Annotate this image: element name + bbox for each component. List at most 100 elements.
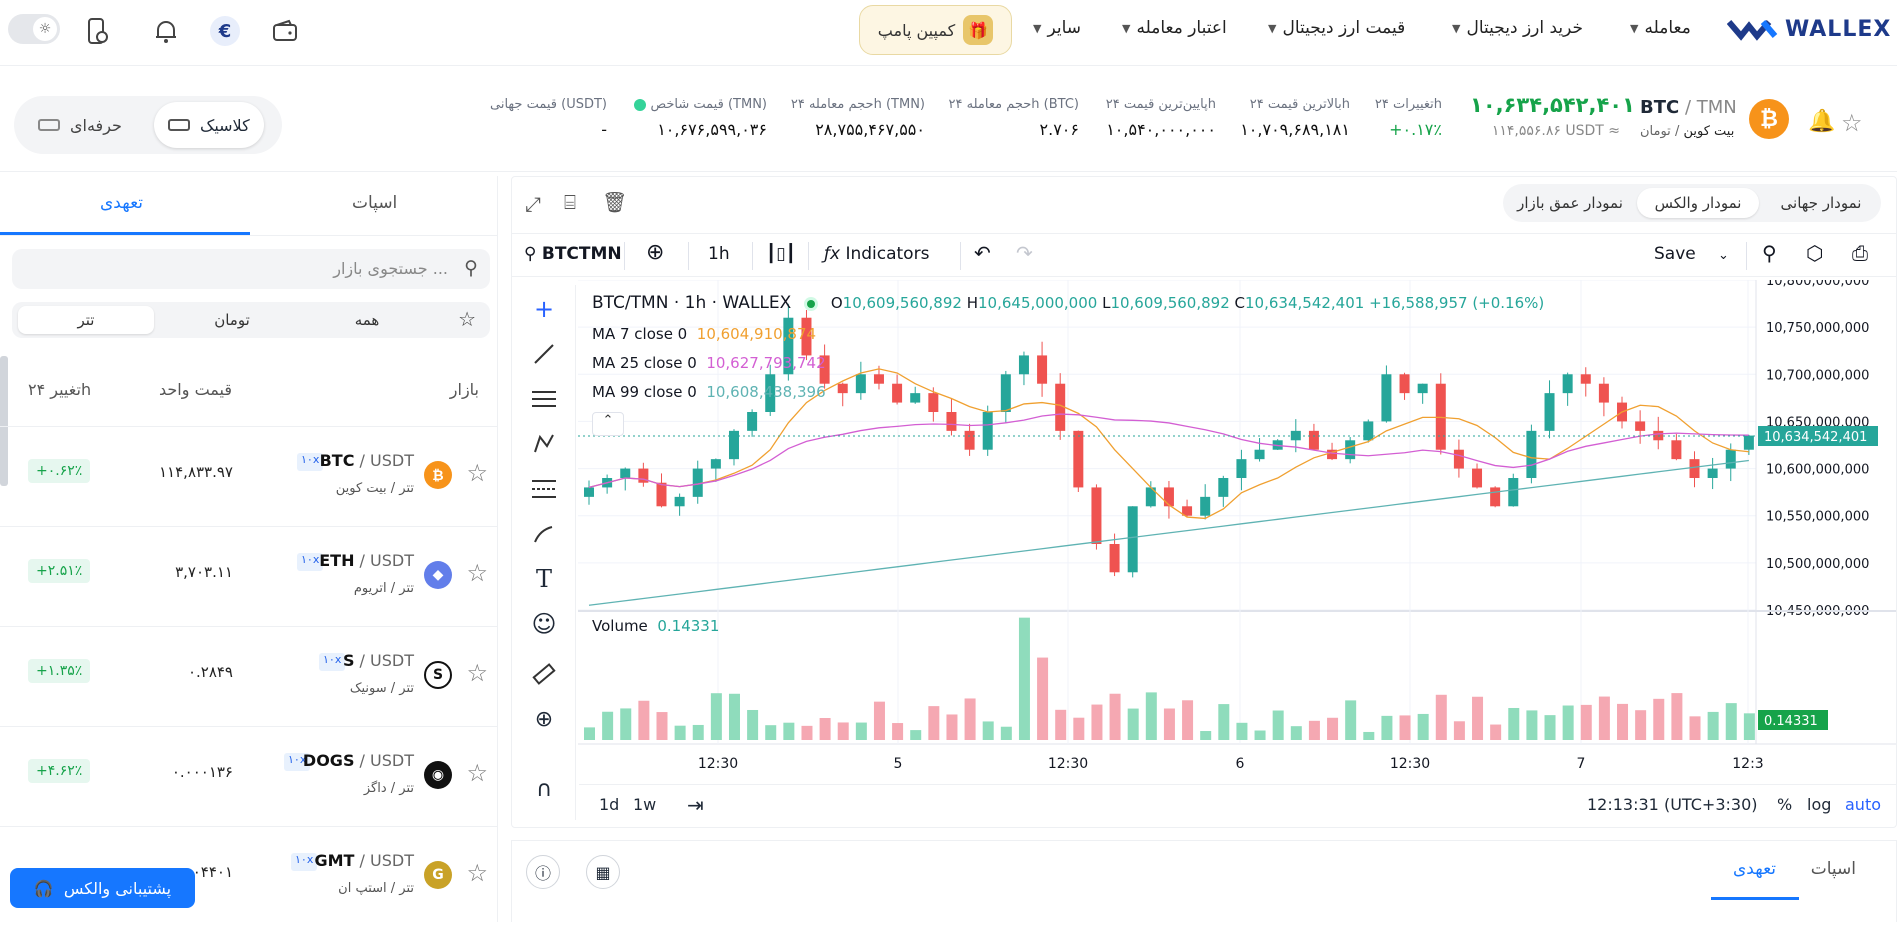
star-icon[interactable]: ☆ <box>1841 109 1863 137</box>
tab-margin[interactable]: تعهدی <box>100 193 143 213</box>
volume-bar <box>1037 657 1049 740</box>
compare-plus-icon[interactable]: ⊕ <box>646 240 665 265</box>
log-scale[interactable]: log <box>1807 795 1832 814</box>
trendline-icon[interactable] <box>528 338 560 370</box>
star-icon[interactable]: ☆ <box>466 459 488 487</box>
change-badge: +۱.۳۵٪ <box>28 659 91 683</box>
camera-icon[interactable]: ⎙ <box>1852 241 1868 265</box>
volume-bar <box>1435 694 1447 740</box>
volume-bar <box>1182 700 1194 740</box>
nav-buy-crypto[interactable]: ▼ خرید ارز دیجیتال <box>1452 18 1583 38</box>
market-search-input[interactable]: ⚲ جستجوی بازار ... <box>12 249 490 289</box>
row-symbol: GMT / USDT <box>314 851 415 870</box>
stat-value: ۱۰,۵۴۰,۰۰۰,۰۰۰ <box>1106 120 1216 139</box>
header-price[interactable]: قیمت واحد <box>159 380 232 399</box>
nav-other[interactable]: ▼ سایر <box>1033 18 1081 38</box>
tab-spot[interactable]: اسپات <box>352 193 398 213</box>
emoji-icon[interactable]: ☺ <box>531 610 557 638</box>
star-icon[interactable]: ☆ <box>466 659 488 687</box>
change-badge: +۲.۵۱٪ <box>28 559 91 583</box>
interval-button[interactable]: 1h <box>708 244 730 264</box>
ma25-line <box>588 413 1749 489</box>
auto-scale[interactable]: auto <box>1845 795 1882 814</box>
list-scrollbar[interactable] <box>0 356 8 486</box>
currency-toggle-icon[interactable]: € <box>208 14 242 48</box>
ma99-label: MA 99 close 0 <box>592 383 697 401</box>
star-icon[interactable]: ☆ <box>466 859 488 887</box>
crosshair-icon[interactable]: + <box>533 295 555 323</box>
classic-layout-icon <box>168 119 190 131</box>
quick-search-icon[interactable]: ⚲ <box>1762 241 1777 265</box>
bottom-tab-margin[interactable]: تعهدی <box>1733 859 1776 879</box>
magnet-icon[interactable]: ∩ <box>535 776 553 802</box>
stat-volume-btc: حجم معامله ۲۴h (BTC) ۲.۷۰۶ <box>949 97 1079 139</box>
info-icon[interactable]: ⓘ <box>526 855 560 889</box>
symbol-search[interactable]: ⚲ BTCTMN <box>524 244 622 264</box>
pattern-icon[interactable] <box>528 428 560 460</box>
volume-bar <box>1109 693 1121 740</box>
undo-icon[interactable]: ↶ <box>974 241 991 265</box>
price-alert-icon[interactable]: 🔔 <box>1808 109 1836 134</box>
screenshot-settings-icon[interactable]: ⌸ <box>564 190 576 214</box>
nav-trade[interactable]: ▼ معامله <box>1630 18 1691 38</box>
stat-label: حجم معامله ۲۴h (BTC) <box>948 97 1079 112</box>
save-button[interactable]: Save <box>1654 244 1696 264</box>
brush-icon[interactable] <box>528 518 560 550</box>
nav-trade-credit[interactable]: ▼ اعتبار معامله <box>1122 18 1227 38</box>
theme-toggle[interactable]: ☼ <box>8 14 60 44</box>
zoom-in-icon[interactable]: ⊕ <box>534 706 554 732</box>
filter-toman[interactable]: تومان <box>214 311 250 329</box>
filter-all[interactable]: همه <box>354 311 380 329</box>
stat-value: ۱۰,۶۷۶,۵۹۹,۰۳۶ <box>657 120 767 139</box>
candles-icon[interactable]: ┃▯┃ <box>766 244 796 264</box>
market-row[interactable]: +۱.۳۵٪ ۰.۲۸۴۹ ۱۰x S / USDT تتر / سونیک S… <box>0 627 498 727</box>
tab-wallex-chart[interactable]: نمودار والکس <box>1637 188 1759 218</box>
date-range-icon[interactable]: ⇥ <box>687 793 704 817</box>
collapse-legend-button[interactable]: ⌃ <box>592 412 624 436</box>
ruler-icon[interactable] <box>528 658 560 690</box>
expand-icon[interactable]: ⤢ <box>525 192 541 216</box>
price-chart[interactable]: 10,800,000,000 10,750,000,000 10,700,000,0… <box>578 280 1896 784</box>
active-tab-indicator <box>0 232 250 235</box>
pair-title[interactable]: BTC / TMN بیت کوین / تومان <box>1640 97 1737 139</box>
fib-icon[interactable] <box>528 473 560 505</box>
volume-bar <box>1145 692 1157 740</box>
trash-icon[interactable]: 🗑 <box>602 190 628 214</box>
support-button[interactable]: 🎧 پشتیبانی والکس <box>10 868 195 908</box>
wallex-logo[interactable]: WALLEX <box>1727 16 1891 42</box>
horizontal-lines-icon[interactable] <box>528 383 560 415</box>
settings-icon[interactable]: ⬡ <box>1806 241 1824 265</box>
top-navigation: WALLEX ▼ معامله ▼ خرید ارز دیجیتال ▼ قیمت ا… <box>0 0 1897 66</box>
wallet-icon[interactable] <box>268 14 302 48</box>
favorites-star-icon[interactable]: ☆ <box>458 307 476 331</box>
clock[interactable]: 12:13:31 (UTC+3:30) <box>1587 795 1758 814</box>
pair-base: BTC <box>1640 97 1680 118</box>
nav-crypto-prices[interactable]: ▼ قیمت ارز دیجیتال <box>1268 18 1405 38</box>
filter-tether[interactable]: تتر <box>18 306 154 334</box>
star-icon[interactable]: ☆ <box>466 559 488 587</box>
header-change[interactable]: تغییر ۲۴h <box>28 380 92 399</box>
market-row[interactable]: +۲.۵۱٪ ۳,۷۰۳.۱۱ ۱۰x ETH / USDT تتر / اتر… <box>0 527 498 627</box>
redo-icon[interactable]: ↷ <box>1016 241 1033 265</box>
mode-classic-button[interactable]: کلاسیک <box>154 102 264 148</box>
volume-tag <box>1758 710 1828 730</box>
text-icon[interactable]: T <box>535 565 552 593</box>
bottom-tab-spot[interactable]: اسپات <box>1810 859 1856 879</box>
campaign-pump-button[interactable]: کمپین پامپ 🎁 <box>859 5 1012 55</box>
calculator-icon[interactable]: ▦ <box>586 855 620 889</box>
tab-depth-chart[interactable]: نمودار عمق بازار <box>1517 194 1623 212</box>
tab-global-chart[interactable]: نمودار جهانی <box>1780 194 1862 212</box>
mobile-app-icon[interactable] <box>80 14 114 48</box>
range-1w[interactable]: 1w <box>633 795 657 814</box>
chevron-down-icon[interactable]: ⌄ <box>1718 248 1729 263</box>
percent-scale[interactable]: % <box>1777 795 1793 814</box>
market-row[interactable]: +۴.۶۲٪ ۰.۰۰۰۱۳۶ ۱۰x DOGS / USDT تتر / دا… <box>0 727 498 827</box>
market-row[interactable]: +۰.۶۲٪ ۱۱۴,۸۳۳.۹۷ ۱۰x BTC / USDT تتر / ب… <box>0 427 498 527</box>
mode-pro-button[interactable]: حرفه‌ای <box>24 102 136 148</box>
star-icon[interactable]: ☆ <box>466 759 488 787</box>
indicators-button[interactable]: ƒx Indicators <box>824 244 929 264</box>
range-1d[interactable]: 1d <box>599 795 620 814</box>
mode-label: حرفه‌ای <box>70 115 122 135</box>
header-market[interactable]: بازار <box>449 380 479 399</box>
bell-icon[interactable] <box>149 14 183 48</box>
